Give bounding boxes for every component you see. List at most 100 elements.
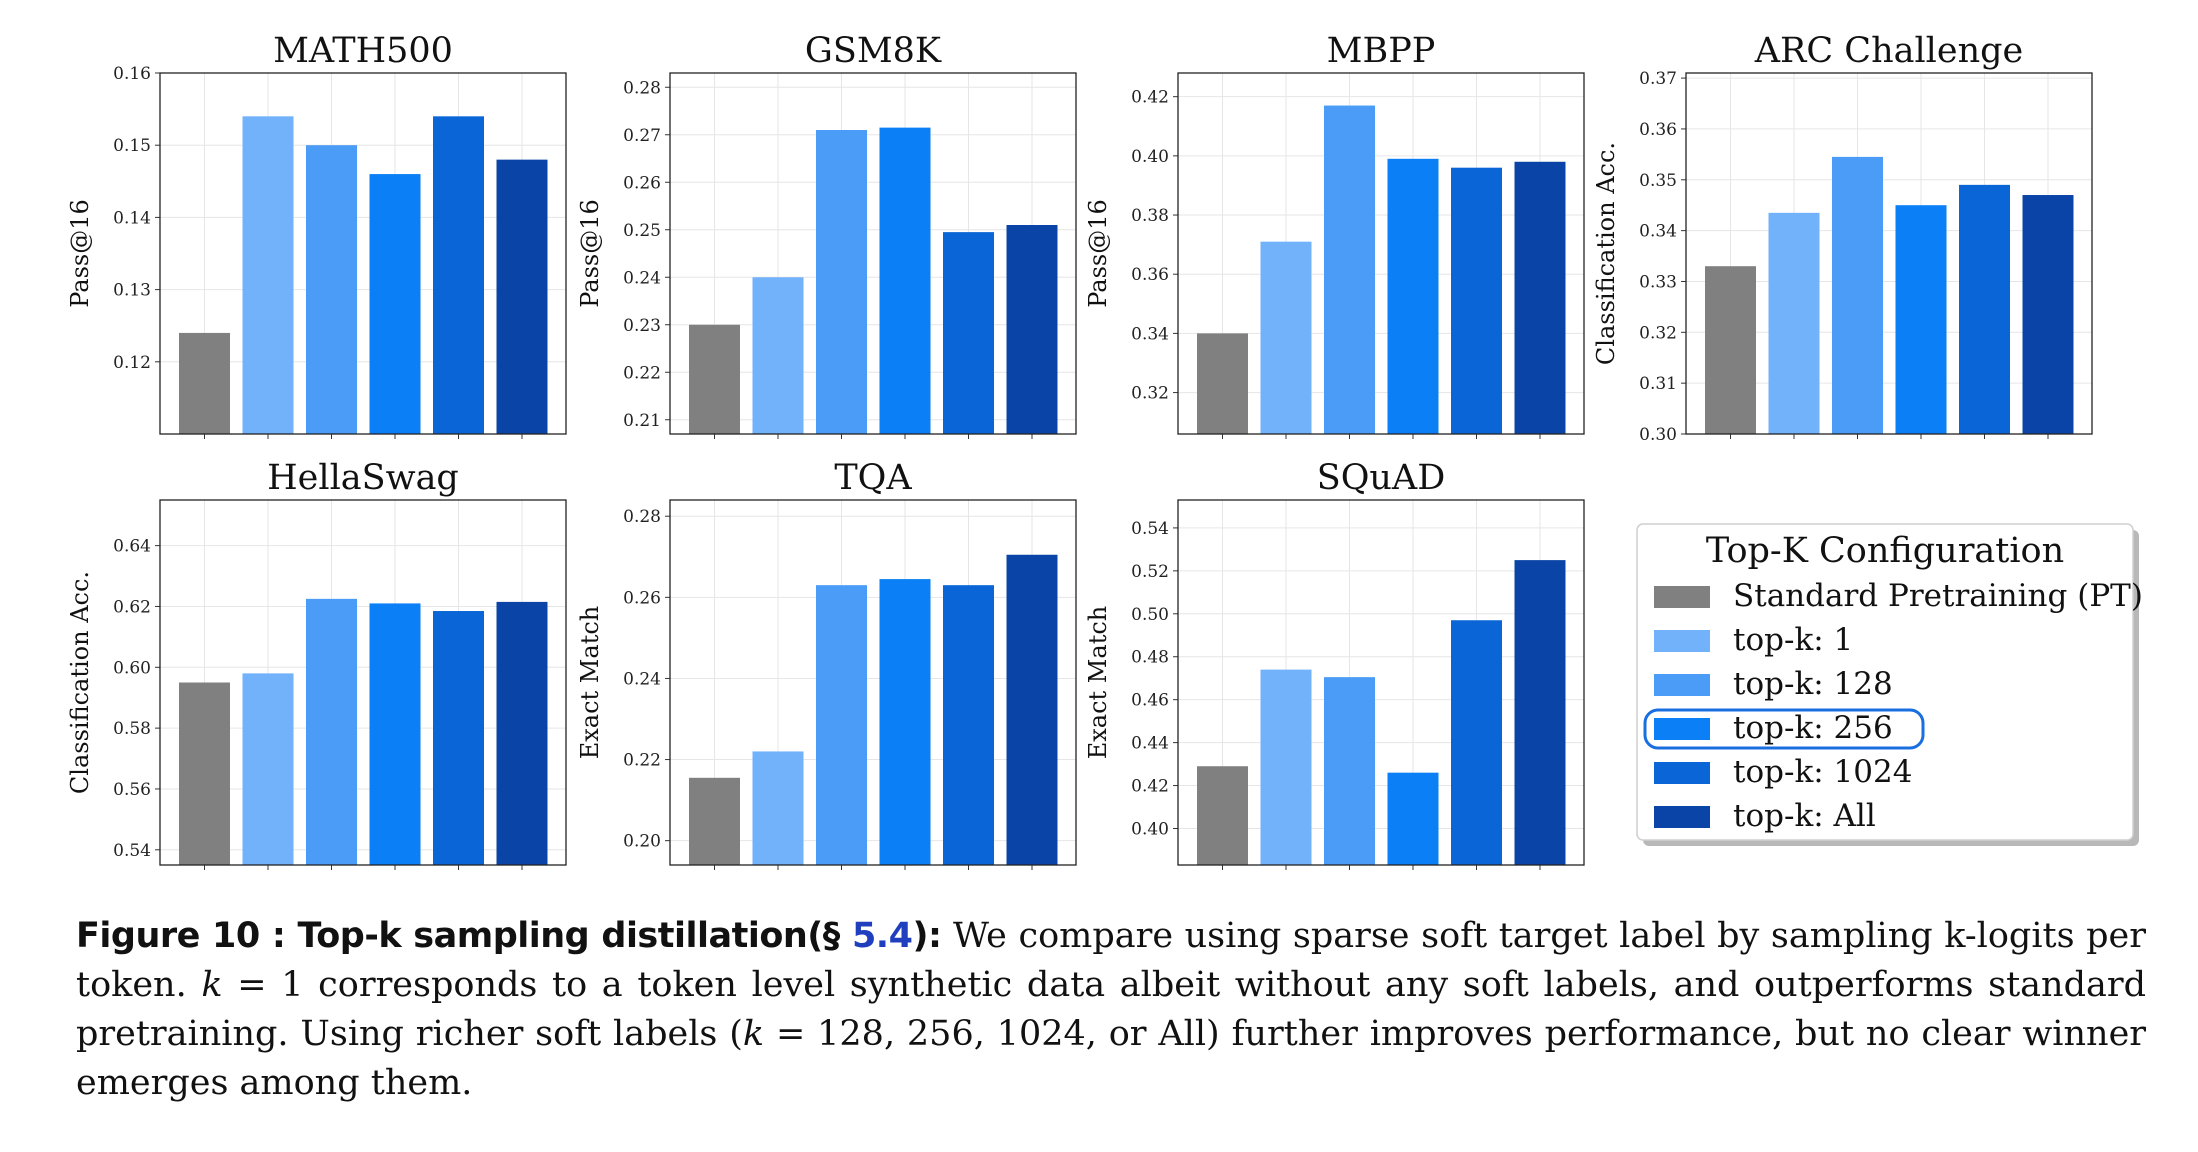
bar-topk-128 <box>816 585 867 865</box>
bar-topk-256 <box>1387 772 1439 865</box>
y-tick-label: 0.23 <box>623 316 661 336</box>
y-tick-label: 0.28 <box>623 78 661 98</box>
legend-swatch <box>1654 586 1710 608</box>
legend-entry: top-k: 1024 <box>1733 754 1912 790</box>
axes-frame <box>1685 72 2093 435</box>
y-axis-label: Pass@16 <box>66 199 94 308</box>
legend-swatch <box>1654 674 1710 696</box>
chart-panel: 0.12 0.13 0.14 0.15 0.16 MATH500 Pass@16 <box>66 31 567 439</box>
bar-pt <box>1705 266 1756 434</box>
bar-topk-1024 <box>943 232 994 434</box>
y-tick-label: 0.54 <box>1131 519 1169 539</box>
y-tick-label: 0.64 <box>113 537 151 557</box>
y-tick-label: 0.36 <box>1131 265 1169 285</box>
bar-topk-256 <box>1387 158 1439 435</box>
y-tick-label: 0.34 <box>1131 324 1169 344</box>
bar-topk-256 <box>369 603 421 865</box>
figure-caption: Figure 10 : Top-k sampling distillation(… <box>76 912 2146 1108</box>
y-tick-label: 0.52 <box>1131 562 1169 582</box>
bar-topk-128 <box>306 598 357 865</box>
caption-k-symbol: k <box>201 965 223 1005</box>
caption-label: Figure 10 : Top-k sampling distillation(… <box>76 916 942 956</box>
y-axis-label: Classification Acc. <box>1592 142 1620 365</box>
y-tick-label: 0.24 <box>623 669 661 689</box>
y-tick-label: 0.40 <box>1131 820 1169 840</box>
y-tick-label: 0.33 <box>1639 272 1677 292</box>
y-tick-label: 0.56 <box>113 780 151 800</box>
y-tick-label: 0.24 <box>623 268 661 288</box>
chart-title: GSM8K <box>805 31 942 71</box>
legend-swatch <box>1654 718 1710 740</box>
legend-entry: top-k: All <box>1733 798 1876 834</box>
axes-frame <box>669 499 1077 866</box>
axes-frame <box>159 72 567 435</box>
legend-box <box>1636 523 2134 841</box>
bar-topk-1024 <box>1451 167 1502 434</box>
axes-frame <box>1177 72 1585 435</box>
y-tick-label: 0.40 <box>1131 147 1169 167</box>
y-tick-label: 0.32 <box>1131 384 1169 404</box>
y-tick-label: 0.50 <box>1131 605 1169 625</box>
bar-topk-256 <box>879 127 931 434</box>
legend-highlight-ring <box>1643 708 1925 750</box>
axes-frame <box>669 72 1077 435</box>
y-tick-label: 0.42 <box>1131 88 1169 108</box>
axes-frame <box>159 499 567 866</box>
bar-topk-all <box>1006 554 1058 865</box>
bar-topk-1 <box>242 116 294 434</box>
bar-topk-all <box>496 159 548 434</box>
bar-topk-1024 <box>433 116 484 434</box>
caption-eq-1: = 1 <box>222 965 304 1005</box>
y-tick-label: 0.31 <box>1639 374 1677 394</box>
legend-entry: Standard Pretraining (PT) <box>1733 578 2143 614</box>
y-tick-label: 0.35 <box>1639 171 1677 191</box>
legend-swatch <box>1654 762 1710 784</box>
y-tick-label: 0.37 <box>1639 69 1677 89</box>
y-axis-label: Classification Acc. <box>66 571 94 794</box>
y-tick-label: 0.46 <box>1131 691 1169 711</box>
caption-k-symbol: k <box>742 1014 765 1054</box>
chart-title: HellaSwag <box>267 458 459 498</box>
y-tick-label: 0.34 <box>1639 222 1677 242</box>
caption-text-3: further improves performance, but no cle… <box>76 1014 2147 1103</box>
y-tick-label: 0.62 <box>113 597 151 617</box>
y-tick-label: 0.25 <box>623 221 661 241</box>
bar-pt <box>179 332 230 434</box>
bar-topk-all <box>1006 225 1058 434</box>
legend-title: Top-K Configuration <box>1706 531 2064 571</box>
chart-panel: 0.40 0.42 0.44 0.46 0.48 0.50 0.52 0.54 SQuAD Exa… <box>1084 458 1585 870</box>
y-tick-label: 0.54 <box>113 841 151 861</box>
bar-topk-all <box>2022 195 2074 434</box>
bar-topk-1024 <box>943 585 994 865</box>
chart-panel: 0.20 0.22 0.24 0.26 0.28 TQA Exact Match <box>576 458 1077 870</box>
y-tick-label: 0.28 <box>623 507 661 527</box>
caption-eq-2: = 128, 256, 1024, or All) <box>764 1014 1220 1054</box>
y-tick-label: 0.22 <box>623 363 661 383</box>
section-ref-link[interactable]: 5.4 <box>851 916 913 956</box>
bar-topk-1024 <box>1959 184 2010 434</box>
bar-topk-all <box>496 601 548 865</box>
y-tick-label: 0.13 <box>113 281 151 301</box>
chart-title: SQuAD <box>1317 458 1446 498</box>
y-axis-label: Pass@16 <box>1084 199 1112 308</box>
legend-entry: top-k: 1 <box>1733 622 1853 658</box>
y-tick-label: 0.58 <box>113 719 151 739</box>
bar-topk-128 <box>1832 156 1883 435</box>
bar-pt <box>179 682 230 865</box>
bar-topk-1 <box>1768 212 1820 434</box>
y-tick-label: 0.15 <box>113 136 151 156</box>
chart-panel: 0.32 0.34 0.36 0.38 0.40 0.42 MBPP Pass@16 <box>1084 31 1585 439</box>
bar-topk-1 <box>752 277 804 434</box>
legend: Top-K Configuration Standard Pretraining … <box>1636 523 2143 846</box>
bar-topk-1 <box>242 673 294 865</box>
caption-text-1: We compare using sparse soft target labe… <box>76 916 2146 1005</box>
chart-title: TQA <box>834 458 912 498</box>
caption-text-2: corresponds to a token level synthetic d… <box>76 965 2146 1054</box>
y-tick-label: 0.26 <box>623 173 661 193</box>
bar-topk-256 <box>1895 205 1947 434</box>
bar-pt <box>689 777 740 865</box>
y-axis-label: Pass@16 <box>576 199 604 308</box>
y-tick-label: 0.48 <box>1131 648 1169 668</box>
y-tick-label: 0.44 <box>1131 734 1169 754</box>
bar-topk-1 <box>1260 241 1312 434</box>
